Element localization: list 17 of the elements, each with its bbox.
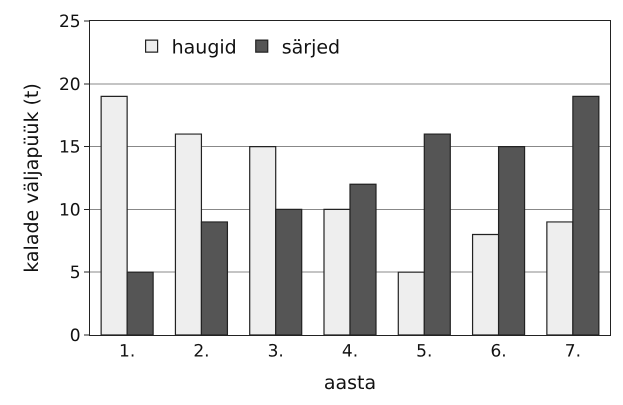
x-tick-label: 1. — [119, 341, 136, 362]
x-tick-label: 2. — [193, 341, 210, 362]
y-tick-label: 5 — [70, 263, 81, 284]
y-tick-label: 15 — [58, 138, 81, 158]
y-tick-label: 20 — [58, 74, 81, 95]
x-tick-label: 7. — [564, 341, 581, 362]
x-tick-label: 4. — [342, 341, 358, 362]
x-tick-label: 6. — [490, 341, 507, 362]
legend-label: särjed — [282, 36, 340, 59]
y-tick-label: 10 — [58, 200, 81, 220]
y-tick-label: 25 — [58, 12, 81, 32]
y-axis-title: kalade väljapüük (t) — [20, 83, 43, 273]
x-axis-title: aasta — [324, 372, 376, 394]
x-tick-label: 3. — [268, 341, 284, 362]
y-tick-label: 0 — [70, 326, 81, 346]
x-tick-label: 5. — [416, 341, 432, 362]
legend-label: haugid — [172, 36, 237, 59]
